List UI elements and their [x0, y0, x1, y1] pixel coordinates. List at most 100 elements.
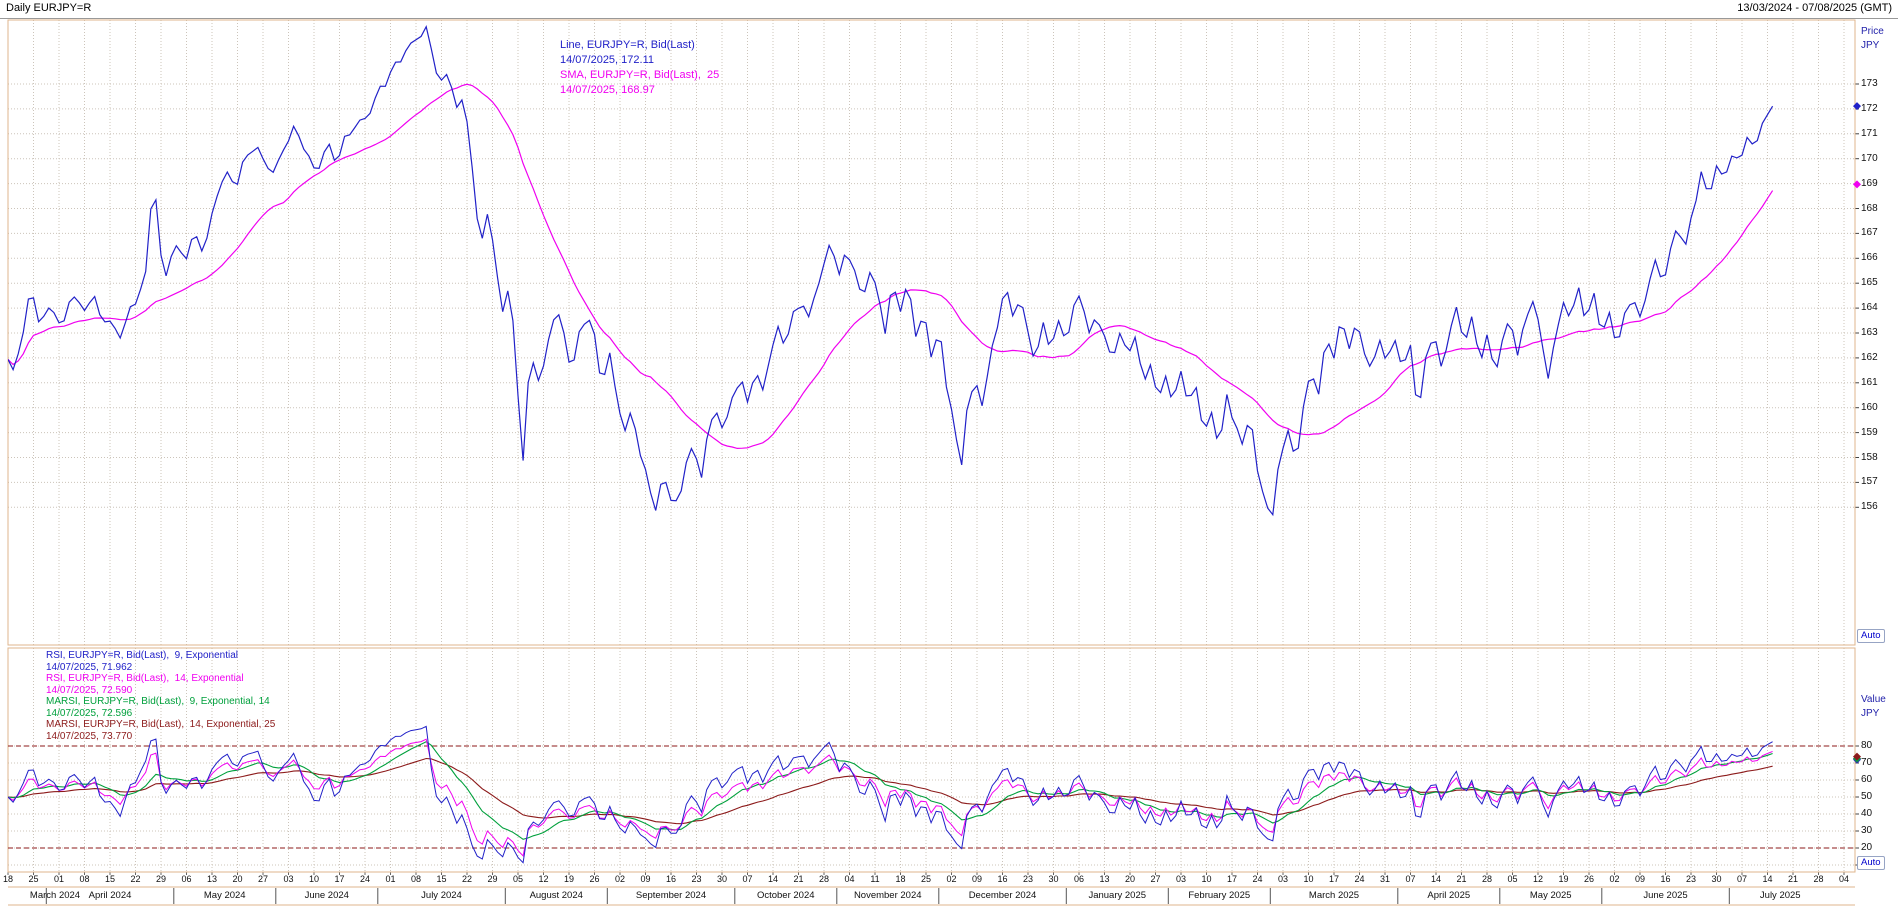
- x-axis-day-label: 17: [334, 874, 345, 884]
- x-axis-day-label: 30: [716, 874, 727, 884]
- price-axis-tick-label: 170: [1861, 152, 1878, 164]
- legend-line: 14/07/2025, 168.97: [560, 84, 655, 96]
- x-axis-month-label: May 2025: [1529, 890, 1572, 901]
- price-axis-marker: [1853, 180, 1861, 189]
- x-axis-day-label: 14: [1762, 874, 1773, 884]
- value-axis-tick-label: 50: [1861, 791, 1873, 802]
- x-axis-day-label: 12: [538, 874, 549, 884]
- title-bar: Daily EURJPY=R 13/03/2024 - 07/08/2025 (…: [0, 0, 1898, 19]
- value-axis-tick-label: 80: [1861, 740, 1873, 751]
- legend-line: 14/07/2025, 73.770: [46, 730, 133, 742]
- x-axis-day-label: 13: [206, 874, 217, 884]
- price-axis-tick-label: 162: [1861, 351, 1878, 363]
- chart-title: Daily EURJPY=R: [6, 2, 92, 14]
- x-axis-day-label: 17: [1226, 874, 1237, 884]
- price-axis-tick-label: 163: [1861, 327, 1878, 338]
- x-axis-day-label: 25: [920, 874, 931, 884]
- x-axis-day-label: 03: [1175, 874, 1186, 884]
- price-axis-tick-label: 157: [1861, 476, 1878, 488]
- x-axis-day-label: 19: [563, 874, 574, 884]
- x-axis-day-label: 16: [665, 874, 676, 884]
- legend-line: MARSI, EURJPY=R, Bid(Last), 9, Exponenti…: [46, 696, 270, 707]
- price-line: [8, 24, 1774, 517]
- price-axis-tick-label: 171: [1861, 127, 1878, 139]
- x-axis-month-label: June 2024: [304, 890, 349, 901]
- rsi-pane-surface[interactable]: [8, 648, 1855, 872]
- price-axis-tick-label: 158: [1861, 451, 1878, 463]
- price-axis-marker: [1853, 102, 1861, 111]
- date-range-label: 13/03/2024 - 07/08/2025 (GMT): [1737, 2, 1892, 14]
- x-axis-day-label: 22: [461, 874, 472, 884]
- x-axis-month-label: July 2024: [421, 890, 462, 901]
- x-axis-day-label: 21: [1456, 874, 1467, 884]
- x-axis-day-label: 22: [130, 874, 141, 884]
- price-pane-border: [7, 19, 1856, 646]
- x-axis-day-label: 26: [589, 874, 600, 884]
- price-axis-tick-label: 166: [1861, 252, 1878, 264]
- x-axis-day-label: 28: [1481, 874, 1492, 884]
- x-axis-day-label: 16: [1660, 874, 1671, 884]
- x-axis-month-label: December 2024: [968, 890, 1037, 901]
- x-axis-day-label: 28: [818, 874, 829, 884]
- x-axis-month-label: June 2025: [1643, 890, 1688, 901]
- price-axis-tick-label: 165: [1861, 277, 1878, 289]
- x-axis-day-label: 18: [2, 874, 13, 884]
- x-axis-month-label: July 2025: [1759, 890, 1801, 901]
- price-axis-caption-line1: Price: [1861, 26, 1884, 37]
- x-axis-day-label: 04: [844, 874, 855, 884]
- price-axis-tick-label: 172: [1861, 102, 1878, 114]
- value-axis-caption-line2: JPY: [1861, 708, 1880, 719]
- legend-line: Line, EURJPY=R, Bid(Last): [560, 39, 695, 51]
- x-axis-day-label: 30: [1711, 874, 1722, 884]
- price-axis-tick-label: 167: [1861, 227, 1878, 239]
- x-axis-day-label: 01: [385, 874, 396, 884]
- auto-scale-button-value[interactable]: Auto: [1857, 856, 1885, 870]
- x-axis-day-label: 03: [283, 874, 294, 884]
- x-axis-day-label: 07: [1405, 874, 1416, 884]
- x-axis-day-label: 24: [1354, 874, 1365, 884]
- price-axis-tick-label: 160: [1861, 401, 1878, 413]
- x-axis-month-label: May 2024: [203, 890, 246, 901]
- x-axis-day-label: 19: [1558, 874, 1569, 884]
- x-axis-day-label: 23: [691, 874, 702, 884]
- x-axis-day-label: 21: [1787, 874, 1798, 884]
- x-axis-day-label: 09: [640, 874, 651, 884]
- x-axis-day-label: 25: [28, 874, 39, 884]
- x-axis-day-label: 02: [946, 874, 957, 884]
- x-axis-day-label: 04: [1838, 874, 1849, 884]
- x-axis-day-label: 11: [870, 874, 880, 884]
- price-axis-tick-label: 169: [1861, 177, 1878, 189]
- x-axis-day-label: 10: [308, 874, 319, 884]
- price-axis-tick-label: 168: [1861, 202, 1878, 214]
- x-axis-day-label: 09: [971, 874, 982, 884]
- value-axis-caption-line1: Value: [1861, 694, 1886, 705]
- x-axis-day-label: 27: [1150, 874, 1161, 884]
- x-axis-day-label: 06: [1073, 874, 1084, 884]
- x-axis-day-label: 18: [895, 874, 906, 884]
- price-axis-tick-label: 159: [1861, 426, 1878, 438]
- x-axis-month-label: February 2025: [1188, 890, 1251, 901]
- x-axis-day-label: 15: [436, 874, 447, 884]
- x-axis-day-label: 27: [257, 874, 268, 884]
- price-axis-tick-label: 161: [1861, 376, 1878, 388]
- x-axis-day-label: 05: [512, 874, 523, 884]
- legend-line: RSI, EURJPY=R, Bid(Last), 14, Exponentia…: [46, 673, 244, 684]
- x-axis-day-label: 07: [1736, 874, 1747, 884]
- x-axis-day-label: 23: [1685, 874, 1696, 884]
- x-axis-day-label: 29: [487, 874, 498, 884]
- legend-line: SMA, EURJPY=R, Bid(Last), 25: [560, 69, 720, 81]
- price-pane-surface[interactable]: [8, 20, 1855, 645]
- value-axis-tick-label: 20: [1861, 842, 1873, 853]
- x-axis-day-label: 06: [181, 874, 192, 884]
- x-axis-day-label: 14: [767, 874, 778, 884]
- x-axis-month-label: January 2025: [1088, 890, 1147, 901]
- legend-line: 14/07/2025, 71.962: [46, 661, 133, 673]
- x-axis-day-label: 24: [1252, 874, 1263, 884]
- auto-scale-button-price[interactable]: Auto: [1857, 629, 1885, 643]
- x-axis-day-label: 03: [1277, 874, 1288, 884]
- value-axis-tick-label: 70: [1861, 757, 1873, 768]
- price-axis-tick-label: 156: [1861, 501, 1878, 513]
- x-axis-day-label: 05: [1507, 874, 1518, 884]
